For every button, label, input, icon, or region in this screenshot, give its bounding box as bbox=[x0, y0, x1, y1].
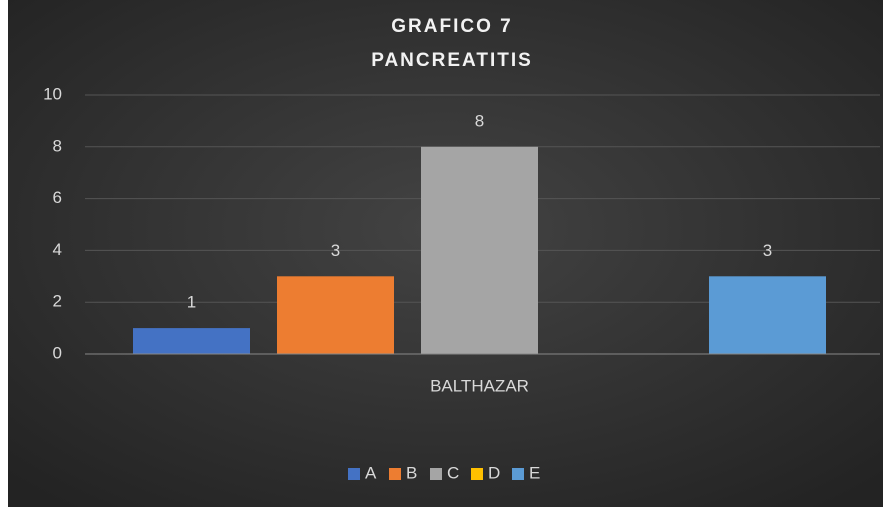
data-label: 3 bbox=[763, 241, 772, 260]
legend-swatch bbox=[430, 468, 442, 480]
data-label: 8 bbox=[475, 111, 484, 130]
legend-label: A bbox=[365, 463, 377, 482]
legend-label: D bbox=[488, 463, 500, 482]
legend-label: E bbox=[529, 463, 540, 482]
y-tick-label: 6 bbox=[53, 188, 62, 207]
data-label: 3 bbox=[331, 241, 340, 260]
legend-swatch bbox=[348, 468, 360, 480]
legend-label: B bbox=[406, 463, 417, 482]
bar bbox=[421, 146, 538, 354]
bar bbox=[133, 328, 250, 354]
y-tick-label: 0 bbox=[53, 343, 62, 362]
chart-title: GRAFICO 7 bbox=[391, 16, 512, 37]
chart-subtitle: PANCREATITIS bbox=[371, 50, 533, 71]
y-tick-label: 2 bbox=[53, 292, 62, 311]
x-tick-label: BALTHAZAR bbox=[430, 376, 529, 395]
legend-swatch bbox=[512, 468, 524, 480]
data-label: 1 bbox=[187, 293, 196, 312]
legend-swatch bbox=[471, 468, 483, 480]
bar bbox=[277, 276, 394, 354]
y-tick-label: 4 bbox=[53, 240, 62, 259]
legend-swatch bbox=[389, 468, 401, 480]
y-tick-label: 8 bbox=[53, 136, 62, 155]
bar bbox=[709, 276, 826, 354]
legend-label: C bbox=[447, 463, 459, 482]
y-tick-label: 10 bbox=[43, 84, 62, 103]
